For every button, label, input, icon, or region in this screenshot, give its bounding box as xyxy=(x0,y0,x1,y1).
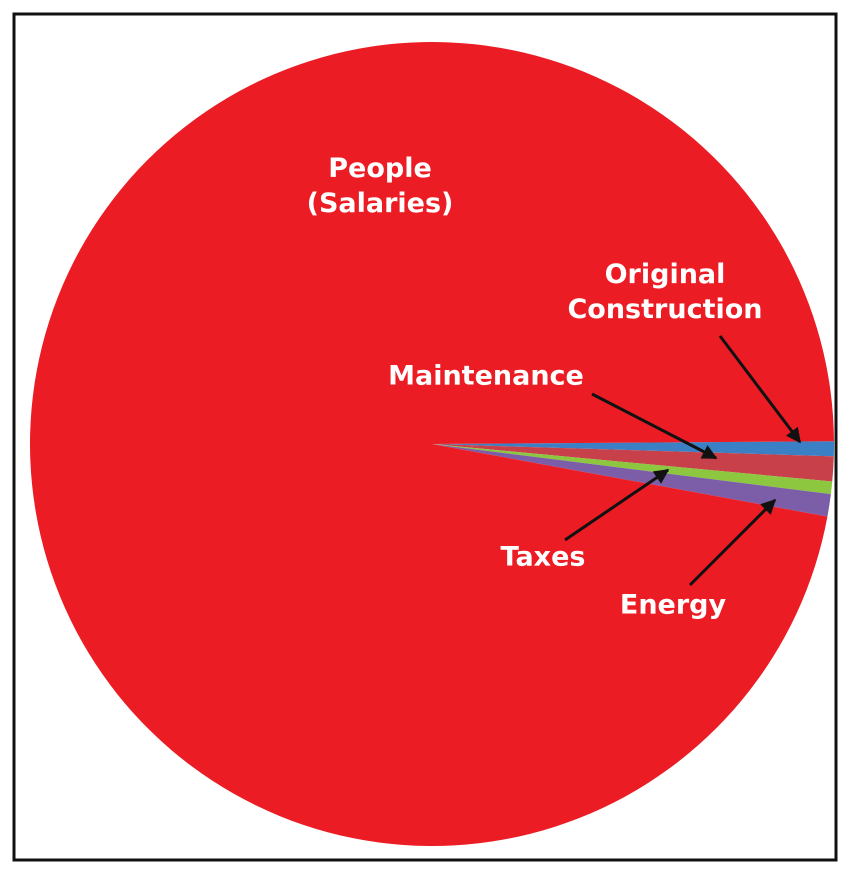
slices xyxy=(29,42,834,847)
pie-slice xyxy=(29,42,834,847)
arrow xyxy=(591,392,718,460)
pie-slice xyxy=(432,444,831,517)
arrow xyxy=(718,335,802,444)
slice-label: Taxes xyxy=(500,541,586,573)
arrows xyxy=(564,335,802,587)
pie-slice xyxy=(432,441,834,457)
slice-label: Energy xyxy=(619,589,727,621)
slice-label: Maintenance xyxy=(388,360,584,392)
slice-label: People (Salaries) xyxy=(306,152,454,219)
pie-slice xyxy=(432,444,834,482)
arrow xyxy=(688,498,777,587)
arrow xyxy=(564,468,670,542)
slice-label: Original Construction xyxy=(567,258,763,325)
pie-slice xyxy=(432,444,833,495)
